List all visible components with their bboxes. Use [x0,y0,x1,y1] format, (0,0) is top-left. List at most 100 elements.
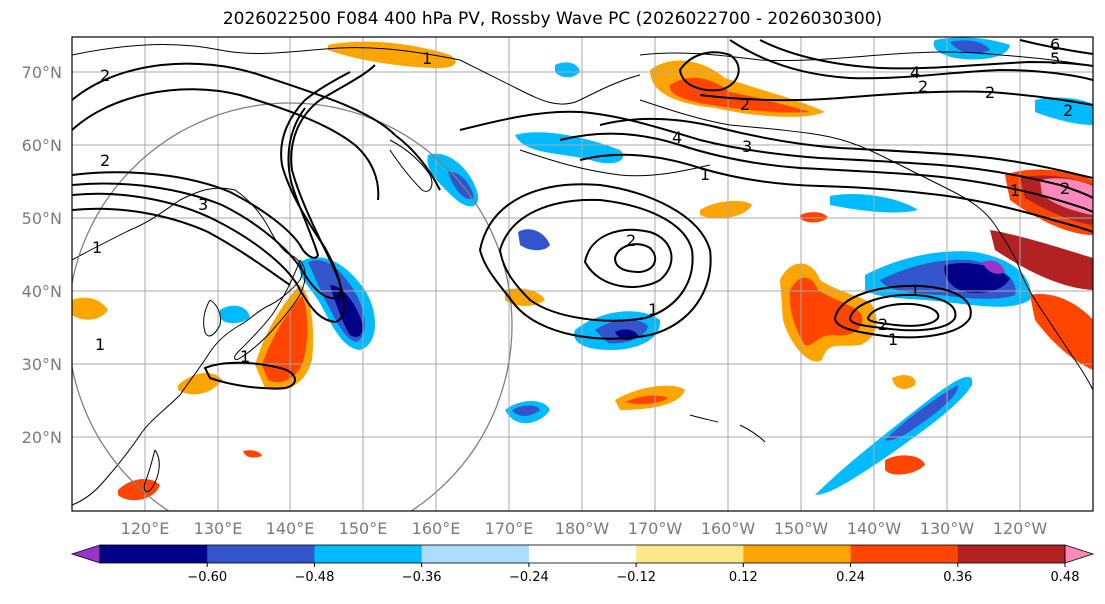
lon-label: 150°W [774,519,829,538]
contour-label: 1 [648,300,658,319]
colorbar-segment [421,545,530,563]
shade-ne-pacific-purple [982,260,1005,274]
shade-bering-negative [515,132,624,164]
coast-japan [234,259,306,361]
figure-title: 2026022500 F084 400 hPa PV, Rossby Wave … [222,9,883,29]
contour-label: 1 [422,49,432,68]
coast-siberia [72,44,641,105]
contour-label: 2 [878,315,888,334]
lon-label: 130°E [194,519,243,538]
shade-top-positive [328,41,456,69]
shade-topright-negative-core [950,40,990,54]
contour-center-loop-2 [498,198,694,322]
lat-label: 50°N [22,209,62,228]
contour-arctic-3 [699,90,1093,106]
coast-philippines [143,449,160,493]
contour-label: 2 [918,77,928,96]
coast-alaska [639,99,996,226]
contour-label: 1 [240,347,250,366]
colorbar-tick-label: 0.48 [1051,570,1080,585]
contour-west-1 [72,62,441,191]
colorbar-segment [636,545,744,563]
lon-label: 170°E [485,519,534,538]
contour-label: 3 [198,195,208,214]
lon-label: 140°E [266,519,315,538]
shade-japan-positive-core [262,296,308,383]
contour-label: 2 [1063,101,1073,120]
shade-small-9 [72,297,108,320]
lon-label: 130°W [920,519,975,538]
contour-north-4 [599,117,1093,179]
contour-label: 1 [92,238,102,257]
coast-kamchatka [389,139,433,192]
shade-small-13 [555,62,580,78]
contour-label: 1 [1010,181,1020,200]
lon-label: 120°W [993,519,1048,538]
contour-label: 5 [1050,49,1060,68]
shade-small-10 [118,478,160,501]
contour-label-group: 2 2 1 3 1 1 2 1 4 3 1 2 1 1 2 4 5 6 2 2 … [92,35,1073,366]
shade-pnw-positive-pink [1040,178,1093,215]
rossby-contours [72,39,1093,390]
lon-label: 140°W [847,519,902,538]
contour-wave-d [72,107,320,259]
coast-na-west [994,224,1093,391]
lon-label: 120°E [121,519,170,538]
colorbar-segment [850,545,959,563]
colorbar: −0.60 −0.48 −0.36 −0.24 −0.12 0.12 0.24 0.36 0.4… [70,544,1095,585]
shade-small-5 [892,375,916,390]
coast-arctic [639,51,1093,67]
colorbar-tick-label: −0.48 [295,570,335,585]
colorbar-segment [528,545,637,563]
contour-label: 2 [985,83,995,102]
contour-arctic-4 [678,51,740,92]
lon-label: 160°W [701,519,756,538]
contour-arctic-1 [729,39,1093,81]
contour-label: 1 [888,330,898,349]
lat-label: 70°N [22,63,62,82]
contour-label: 3 [742,137,752,156]
contour-center-low [583,228,673,288]
colorbar-tick-label: −0.12 [616,570,656,585]
contour-label: 2 [100,151,110,170]
contour-ne-low-3 [866,302,940,327]
lon-label: 180°W [555,519,610,538]
shade-arctic-positive [650,60,825,117]
shade-arctic-positive-core [669,77,810,113]
contour-ne-low-2 [848,293,957,332]
contour-ne-low [833,284,972,339]
shade-small-14 [243,450,262,458]
shade-small-6 [700,200,752,219]
lat-label: 60°N [22,136,62,155]
lat-label: 30°N [22,355,62,374]
longitude-labels: 120°E 130°E 140°E 150°E 160°E 170°E 180°… [121,519,1048,538]
contour-wave-c [72,207,291,286]
colorbar-segment [207,545,315,563]
colorbar-tick-label: −0.36 [402,570,442,585]
contour-west-2 [72,88,380,201]
contour-label: 2 [1060,179,1070,198]
colorbar-outline [99,544,1066,564]
contour-wave-b [72,71,351,300]
colorbar-extend-min [70,544,101,564]
shade-small-2-core [512,405,540,416]
coast-asia [72,187,303,506]
contour-north-2 [559,132,1093,213]
contour-japan [203,361,296,390]
contour-north-1 [459,110,1093,199]
map-frame [71,36,1094,512]
contour-arctic-2 [759,39,1093,70]
pv-shading [72,37,1093,501]
shade-dateline-negative [518,229,550,251]
coast-aleutian [519,149,711,177]
contour-label: 2 [100,66,110,85]
colorbar-tick-label: 0.12 [729,570,758,585]
contour-label: 1 [700,165,710,184]
contour-label: 4 [672,128,682,147]
shade-small-1-core [625,395,668,405]
contour-label: 6 [1050,35,1060,54]
shade-california-positive [990,230,1093,290]
shade-small-12 [505,288,545,306]
contour-label: 1 [910,281,920,300]
